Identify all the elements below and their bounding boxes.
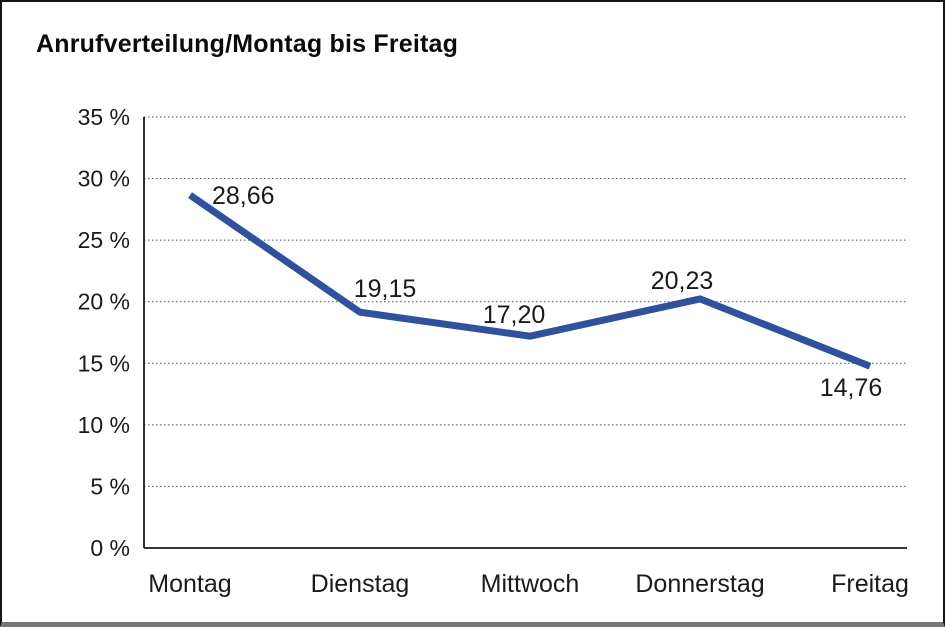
series-polyline: [188, 192, 872, 370]
x-category-label-dienstag: Dienstag: [311, 570, 410, 598]
y-axis-tick-labels: 0 % 5 % 10 % 15 % 20 % 25 % 30 % 35 %: [78, 104, 130, 561]
value-label-montag: 28,66: [212, 182, 275, 210]
data-point-labels: 28,66 19,15 17,20 20,23 14,76: [212, 182, 882, 402]
x-axis-category-labels: Montag Dienstag Mittwoch Donnerstag Freitag: [148, 570, 909, 598]
x-category-label-montag: Montag: [148, 570, 231, 598]
chart-title: Anrufverteilung/Montag bis Freitag: [36, 30, 459, 58]
y-tick-label-15%: 15 %: [78, 350, 130, 376]
y-tick-label-25%: 25 %: [78, 227, 130, 253]
y-tick-label-5%: 5 %: [90, 473, 130, 499]
value-label-mittwoch: 17,20: [483, 301, 546, 329]
gridlines: [144, 116, 907, 487]
data-series-line: [188, 192, 872, 370]
x-category-label-mittwoch: Mittwoch: [481, 570, 580, 598]
value-label-donnerstag: 20,23: [651, 267, 714, 295]
y-tick-label-30%: 30 %: [78, 166, 130, 192]
y-tick-label-20%: 20 %: [78, 289, 130, 315]
x-category-label-donnerstag: Donnerstag: [635, 570, 764, 598]
x-category-label-freitag: Freitag: [831, 570, 909, 598]
y-tick-label-35%: 35 %: [78, 104, 130, 130]
y-tick-label-0%: 0 %: [90, 535, 130, 561]
y-tick-label-10%: 10 %: [78, 412, 130, 438]
value-label-dienstag: 19,15: [354, 275, 417, 303]
axes: [143, 117, 907, 549]
value-label-freitag: 14,76: [820, 374, 883, 402]
